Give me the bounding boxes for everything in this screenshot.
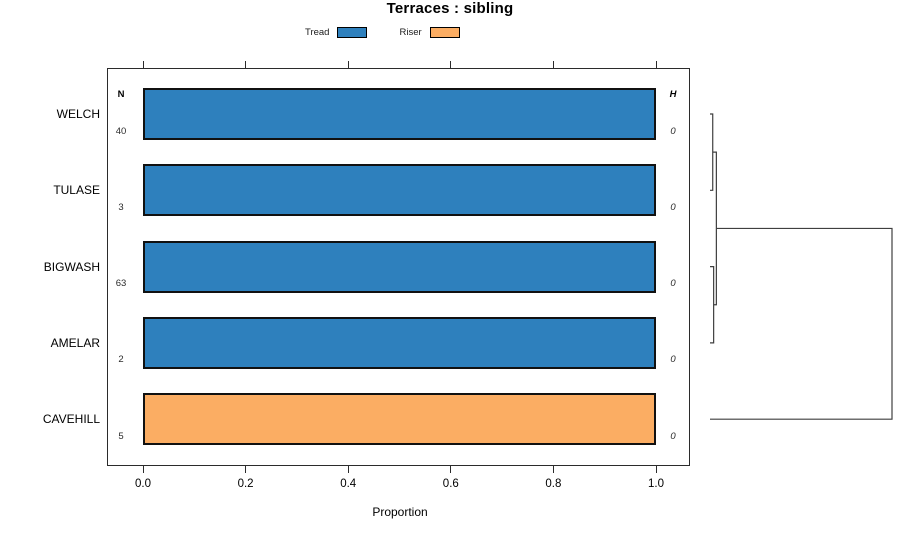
row-label-welch: WELCH xyxy=(56,107,100,121)
row-label-bigwash: BIGWASH xyxy=(43,259,100,274)
row-label-amelar: AMELAR xyxy=(50,335,100,350)
n-column-header: N xyxy=(117,89,125,100)
n-value-welch: 40 xyxy=(115,125,127,137)
h-value-cavehill: 0 xyxy=(670,430,676,442)
bar-tulase-tread xyxy=(143,164,656,217)
x-tick-top-0.4 xyxy=(347,61,349,68)
x-axis-title: Proportion xyxy=(372,505,428,519)
x-tick-bottom-0.6 xyxy=(450,466,452,473)
legend-swatch-tread xyxy=(337,26,368,38)
x-tick-top-0.0 xyxy=(142,61,144,68)
legend-label-tread: Tread xyxy=(305,26,330,38)
x-tick-top-0.8 xyxy=(552,61,554,68)
bar-bigwash-tread xyxy=(143,240,656,293)
h-value-welch: 0 xyxy=(670,125,676,137)
x-tick-label-0.8: 0.8 xyxy=(545,478,562,490)
h-value-tulase: 0 xyxy=(670,201,676,213)
bar-cavehill-riser xyxy=(143,393,656,446)
x-tick-label-0.2: 0.2 xyxy=(237,478,254,490)
legend-label-riser: Riser xyxy=(399,26,422,38)
n-value-bigwash: 63 xyxy=(115,278,127,290)
h-column-header: H xyxy=(669,89,677,100)
x-tick-bottom-0.4 xyxy=(347,466,349,473)
x-tick-bottom-0.2 xyxy=(245,466,247,473)
x-tick-top-0.6 xyxy=(450,61,452,68)
x-tick-label-1.0: 1.0 xyxy=(648,478,664,490)
h-value-amelar: 0 xyxy=(670,354,676,366)
x-tick-bottom-1.0 xyxy=(655,466,657,473)
row-label-tulase: TULASE xyxy=(53,183,100,198)
x-tick-top-0.2 xyxy=(245,61,247,68)
x-tick-label-0.0: 0.0 xyxy=(135,478,151,490)
x-tick-top-1.0 xyxy=(655,61,657,68)
x-tick-bottom-0.0 xyxy=(142,466,144,473)
chart-title: Terraces : sibling xyxy=(386,0,514,17)
bar-welch-tread xyxy=(143,88,656,140)
x-tick-label-0.4: 0.4 xyxy=(340,478,357,490)
x-tick-label-0.6: 0.6 xyxy=(442,478,459,490)
dendrogram-path xyxy=(710,113,893,420)
n-value-cavehill: 5 xyxy=(118,430,124,442)
legend-swatch-riser xyxy=(429,26,460,38)
h-value-bigwash: 0 xyxy=(670,278,676,290)
n-value-amelar: 2 xyxy=(118,354,124,366)
n-value-tulase: 3 xyxy=(118,201,124,213)
bar-amelar-tread xyxy=(143,316,656,369)
x-tick-bottom-0.8 xyxy=(552,466,554,473)
chart-legend: Tread Riser xyxy=(305,25,460,39)
row-label-cavehill: CAVEHILL xyxy=(42,412,100,427)
